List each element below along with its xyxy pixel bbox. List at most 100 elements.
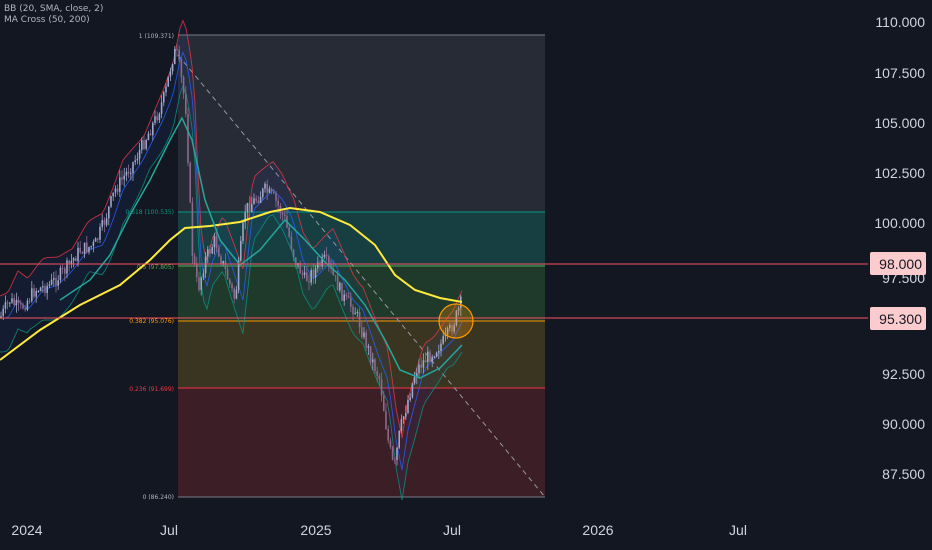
candle-body bbox=[336, 275, 339, 291]
y-tick-105: 105.000 bbox=[874, 115, 925, 131]
y-tick-92-5: 92.500 bbox=[882, 366, 925, 382]
candle-body bbox=[77, 247, 79, 262]
price-candles bbox=[0, 43, 462, 466]
time-axis[interactable]: 2024 Jul 2025 Jul 2026 Jul bbox=[11, 522, 747, 538]
candle-body bbox=[50, 279, 53, 285]
candle-body bbox=[255, 198, 257, 201]
candle-body bbox=[11, 298, 13, 303]
candle-body bbox=[361, 327, 363, 337]
candle-body bbox=[178, 49, 180, 60]
candle-body bbox=[453, 325, 455, 332]
y-tick-87-5: 87.500 bbox=[882, 466, 925, 482]
candle-body bbox=[46, 285, 48, 294]
candle-body bbox=[147, 133, 150, 141]
ma-50-line bbox=[59, 116, 463, 379]
candle-body bbox=[345, 294, 348, 297]
fib-zone-1-0618 bbox=[178, 35, 545, 212]
indicator-legend[interactable]: BB (20, SMA, close, 2) MA Cross (50, 200… bbox=[4, 4, 103, 26]
candle-body bbox=[378, 375, 381, 380]
candle-body bbox=[306, 272, 308, 282]
fib-label-0236: 0.236 (91.699) bbox=[129, 386, 174, 393]
candle-body bbox=[277, 200, 279, 206]
candle-body bbox=[312, 270, 315, 278]
highlight-circle[interactable] bbox=[438, 303, 474, 339]
legend-ma-cross[interactable]: MA Cross (50, 200) bbox=[4, 15, 90, 25]
candle-body bbox=[114, 188, 117, 193]
candle-body bbox=[402, 416, 405, 420]
fib-retracement[interactable]: 1 (109.371) 0.618 (100.535) 0.5 (97.805)… bbox=[125, 33, 545, 501]
candle-body bbox=[376, 371, 378, 376]
candle-body bbox=[143, 140, 145, 149]
candle-body bbox=[268, 188, 271, 193]
candle-body bbox=[235, 289, 238, 299]
candle-body bbox=[394, 459, 396, 461]
candle-body bbox=[339, 282, 341, 291]
candle-body bbox=[332, 268, 334, 275]
candle-body bbox=[134, 160, 136, 163]
bb-fill bbox=[0, 20, 462, 501]
candle-body bbox=[127, 171, 130, 174]
candle-body bbox=[321, 257, 323, 267]
candle-body bbox=[55, 277, 57, 286]
candle-body bbox=[6, 302, 9, 304]
trend-line[interactable] bbox=[177, 54, 546, 498]
candle-body bbox=[400, 419, 403, 431]
candle-body bbox=[266, 183, 268, 193]
candle-body bbox=[160, 102, 163, 114]
candle-body bbox=[103, 220, 106, 225]
candle-body bbox=[167, 76, 169, 87]
candle-body bbox=[213, 236, 216, 248]
legend-bollinger[interactable]: BB (20, SMA, close, 2) bbox=[4, 4, 104, 14]
candle-body bbox=[163, 92, 165, 103]
candle-body bbox=[202, 273, 205, 278]
candle-body bbox=[145, 140, 147, 149]
candle-body bbox=[411, 383, 414, 398]
y-tick-90: 90.000 bbox=[882, 416, 925, 432]
candle-body bbox=[125, 171, 128, 176]
candle-body bbox=[251, 204, 253, 213]
y-tick-100: 100.000 bbox=[874, 215, 925, 231]
ma-200-line bbox=[0, 206, 463, 361]
candle-body bbox=[64, 268, 66, 274]
candle-body bbox=[79, 247, 81, 253]
price-label-98-box bbox=[870, 252, 926, 275]
candle-body bbox=[59, 267, 62, 281]
candle-body bbox=[405, 413, 407, 417]
candle-body bbox=[152, 122, 154, 136]
candle-body bbox=[391, 447, 394, 460]
candle-body bbox=[57, 280, 59, 286]
candle-body bbox=[138, 150, 141, 159]
candle-body bbox=[284, 214, 286, 217]
fib-label-1: 1 (109.371) bbox=[139, 33, 174, 40]
candle-body bbox=[424, 360, 427, 363]
candle-body bbox=[314, 268, 317, 278]
fib-label-0382: 0.382 (95.076) bbox=[129, 318, 174, 325]
candle-body bbox=[193, 255, 196, 265]
candle-body bbox=[204, 256, 207, 274]
fib-label-05: 0.5 (97.805) bbox=[137, 264, 174, 271]
candle-body bbox=[222, 261, 224, 264]
y-tick-107-5: 107.500 bbox=[874, 65, 925, 81]
candle-body bbox=[429, 351, 431, 362]
x-tick-2026: 2026 bbox=[582, 522, 613, 538]
candle-body bbox=[257, 200, 260, 203]
candle-body bbox=[20, 303, 22, 305]
candle-body bbox=[17, 300, 20, 304]
candle-body bbox=[369, 346, 372, 363]
candle-body bbox=[200, 277, 202, 290]
fib-label-0618: 0.618 (100.535) bbox=[125, 209, 174, 216]
candle-body bbox=[121, 177, 123, 180]
candle-body bbox=[431, 356, 433, 362]
candle-body bbox=[215, 236, 218, 249]
candle-body bbox=[365, 332, 367, 348]
price-axis[interactable]: 110.000 107.500 105.000 102.500 100.000 … bbox=[870, 14, 926, 482]
price-label-95-3: 95.300 bbox=[879, 311, 922, 327]
candle-body bbox=[53, 277, 55, 280]
candle-body bbox=[330, 264, 332, 269]
candle-body bbox=[328, 256, 330, 265]
price-label-95-3-box bbox=[870, 307, 926, 330]
candle-body bbox=[288, 227, 290, 237]
candle-body bbox=[61, 267, 64, 269]
x-tick-2024: 2024 bbox=[11, 522, 42, 538]
